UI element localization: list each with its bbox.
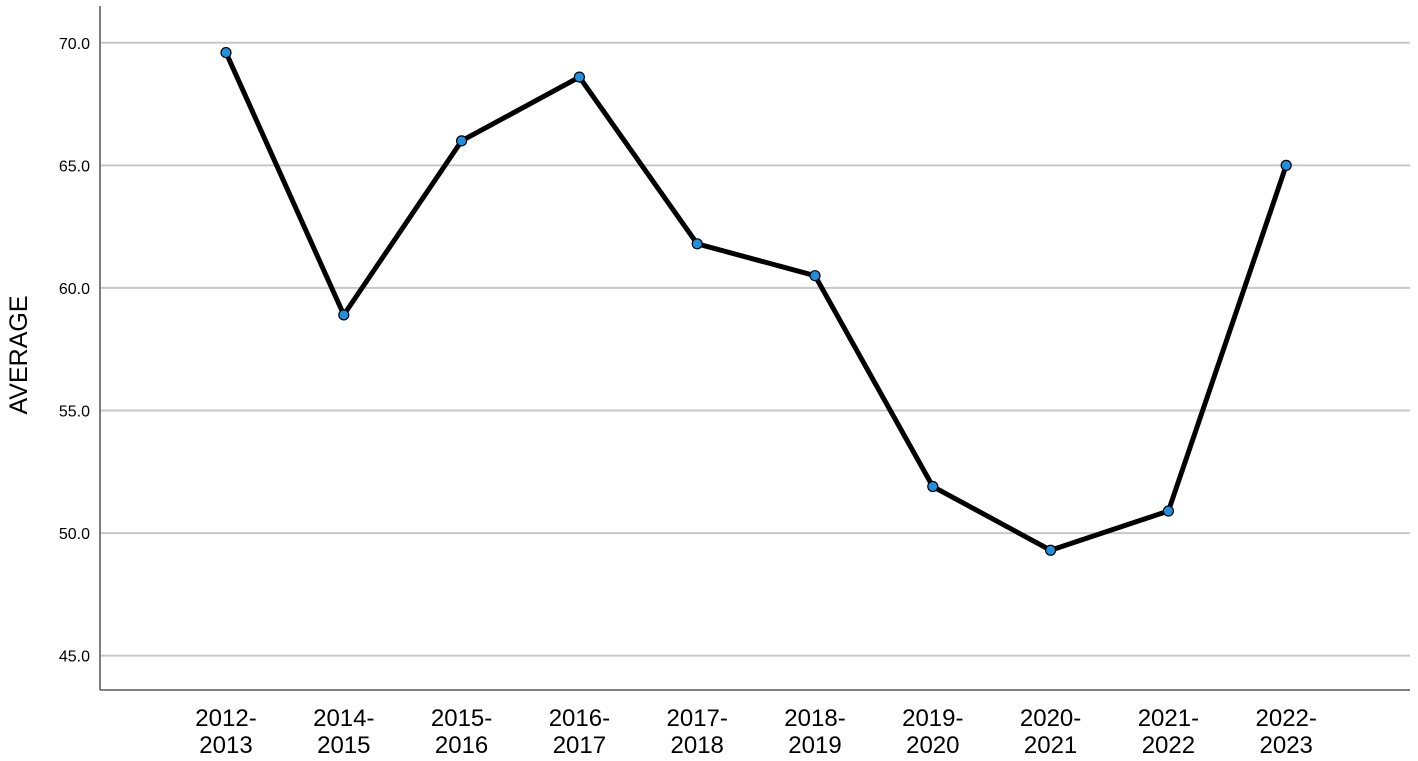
y-tick-label: 65.0 bbox=[59, 158, 90, 175]
x-tick-label: 2014-2015 bbox=[313, 705, 374, 759]
x-tick-label: 2018-2019 bbox=[784, 705, 845, 759]
series bbox=[220, 46, 1292, 556]
x-tick-label: 2020-2021 bbox=[1020, 705, 1081, 759]
y-axis-title: AVERAGE bbox=[5, 295, 33, 414]
data-point bbox=[1162, 505, 1175, 517]
axes bbox=[99, 6, 1410, 691]
x-tick-label: 2016-2017 bbox=[549, 705, 610, 759]
y-tick-label: 60.0 bbox=[59, 281, 90, 298]
data-point bbox=[809, 270, 821, 282]
data-point bbox=[691, 238, 703, 250]
data-point bbox=[573, 71, 586, 83]
x-tick-label: 2017-2018 bbox=[667, 705, 728, 759]
data-point bbox=[220, 46, 232, 59]
y-tick-labels: 45.0 50.0 55.0 60.0 65.0 70.0 bbox=[59, 36, 90, 666]
data-point bbox=[1280, 159, 1292, 171]
x-tick-label: 2015-2016 bbox=[431, 705, 492, 759]
x-tick-label: 2021-2022 bbox=[1138, 705, 1199, 759]
x-tick-label: 2022-2023 bbox=[1256, 705, 1317, 759]
gridlines bbox=[100, 41, 1410, 657]
data-point bbox=[1044, 544, 1057, 556]
y-tick-label: 70.0 bbox=[59, 36, 90, 53]
x-tick-label: 2012-2013 bbox=[195, 705, 256, 759]
y-tick-label: 55.0 bbox=[59, 404, 90, 421]
data-point bbox=[338, 309, 350, 321]
data-point bbox=[456, 135, 468, 147]
y-tick-label: 50.0 bbox=[59, 526, 90, 543]
data-point bbox=[927, 480, 939, 493]
x-tick-label: 2019-2020 bbox=[902, 705, 963, 759]
y-tick-label: 45.0 bbox=[59, 649, 90, 666]
series-line bbox=[223, 50, 1289, 553]
x-tick-labels: 2012-2013 2014-2015 2015-2016 2016-2017 2017… bbox=[195, 705, 1317, 759]
